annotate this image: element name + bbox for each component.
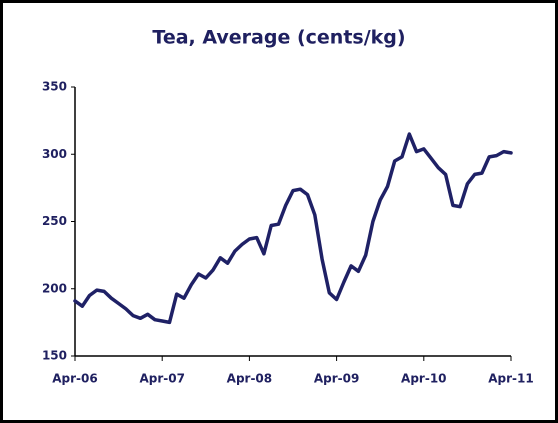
x-tick-label: Apr-10: [401, 372, 446, 386]
x-tick-label: Apr-08: [227, 372, 272, 386]
y-tick-label: 200: [42, 281, 67, 295]
y-tick-label: 350: [42, 80, 67, 94]
x-tick-label: Apr-07: [139, 372, 184, 386]
y-tick-label: 250: [42, 214, 67, 228]
series-line: [73, 132, 513, 325]
x-tick-label: Apr-09: [314, 372, 359, 386]
chart-title: Tea, Average (cents/kg): [152, 27, 405, 49]
x-tick-label: Apr-06: [52, 372, 97, 386]
y-tick-label: 150: [42, 349, 67, 363]
y-tick-label: 300: [42, 147, 67, 161]
x-tick-label: Apr-11: [488, 372, 533, 386]
